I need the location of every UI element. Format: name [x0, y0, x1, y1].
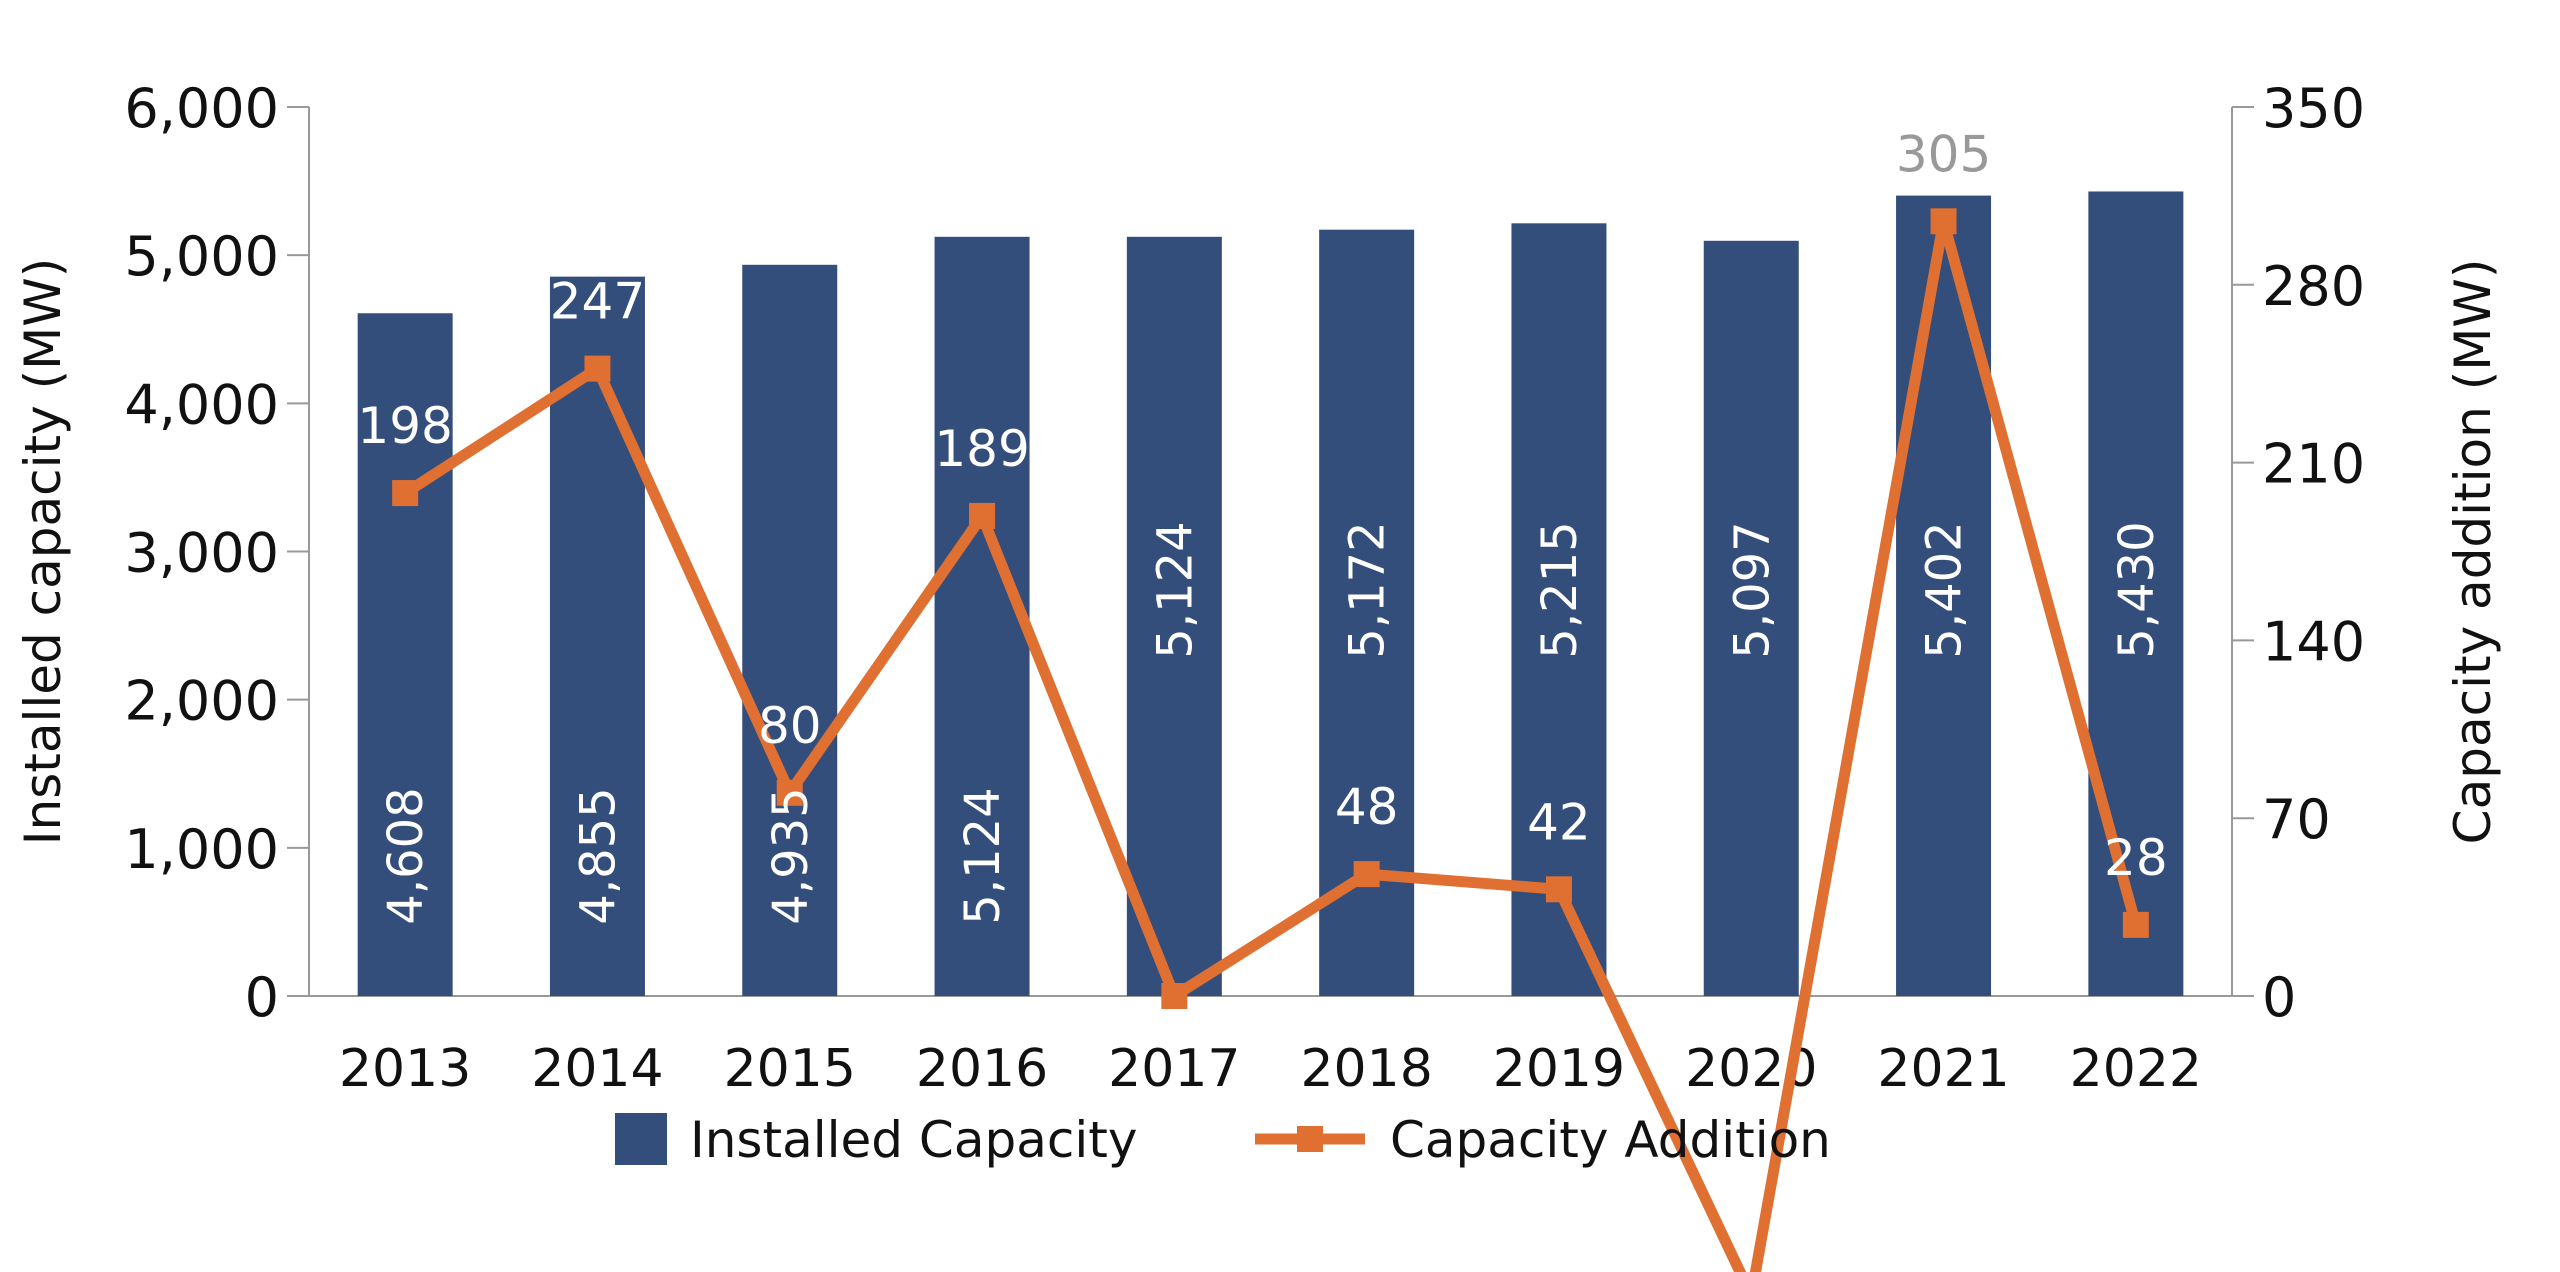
- bar-2013: [357, 313, 453, 996]
- x-tick-label: 2018: [1300, 1039, 1432, 1099]
- line-marker-2019: [1545, 876, 1572, 903]
- line-value-label: 198: [357, 397, 452, 455]
- line-value-label: 48: [1335, 778, 1399, 836]
- x-tick-label: 2014: [531, 1039, 663, 1099]
- line-marker-2013: [392, 480, 419, 507]
- line-marker-2015: [776, 779, 803, 806]
- bar-2019: [1511, 223, 1607, 996]
- right-tick-label: 210: [2262, 433, 2365, 496]
- bar-value-label: 5,402: [1917, 521, 1973, 658]
- line-value-label: 305: [1896, 125, 1991, 183]
- bar-value-label: 5,124: [955, 787, 1011, 924]
- legend-addition-label: Capacity Addition: [1390, 1111, 1831, 1169]
- x-tick-label: 2013: [339, 1039, 471, 1099]
- bar-2022: [2088, 191, 2184, 996]
- line-value-label: 42: [1527, 793, 1591, 851]
- left-tick-label: 6,000: [124, 77, 279, 140]
- bar-value-label: 4,855: [570, 787, 626, 924]
- bar-2015: [742, 264, 838, 996]
- x-tick-label: 2016: [916, 1039, 1048, 1099]
- x-tick-label: 2019: [1493, 1039, 1625, 1099]
- left-tick-label: 3,000: [124, 522, 279, 585]
- right-tick-label: 140: [2262, 610, 2365, 673]
- line-value-label: 247: [550, 273, 645, 331]
- capacity-addition-line: [402, 219, 2142, 1272]
- line-value-label: 28: [2104, 829, 2168, 887]
- left-axis-title: Installed capacity (MW): [14, 258, 72, 845]
- bar-value-label: 5,172: [1340, 521, 1396, 658]
- legend-addition-marker: [1297, 1126, 1323, 1152]
- bar-value-label: 4,608: [378, 787, 434, 924]
- bar-2017: [1126, 236, 1222, 996]
- line-marker-2017: [1161, 983, 1188, 1009]
- x-tick-label: 2022: [2070, 1039, 2202, 1099]
- right-tick-label: 280: [2262, 255, 2365, 318]
- right-axis-title: Capacity addition (MW): [2444, 259, 2502, 845]
- left-tick-label: 2,000: [124, 670, 279, 733]
- bar-value-label: 5,124: [1147, 521, 1203, 658]
- x-tick-label: 2015: [724, 1039, 856, 1099]
- legend-installed-swatch: [615, 1113, 667, 1165]
- legend-installed-label: Installed Capacity: [690, 1111, 1137, 1169]
- right-tick-label: 70: [2262, 788, 2331, 851]
- left-tick-label: 4,000: [124, 373, 279, 436]
- line-marker-2018: [1353, 861, 1380, 888]
- left-tick-label: 0: [245, 966, 279, 1029]
- left-tick-label: 5,000: [124, 225, 279, 288]
- line-value-label: 189: [934, 420, 1029, 478]
- bar-value-label: 4,935: [763, 787, 819, 924]
- bar-2020: [1703, 240, 1799, 996]
- line-marker-2014: [584, 355, 611, 382]
- x-tick-label: 2021: [1877, 1039, 2009, 1099]
- right-tick-label: 0: [2262, 966, 2296, 1029]
- right-tick-label: 350: [2262, 77, 2365, 140]
- bar-2014: [549, 276, 645, 996]
- line-marker-2022: [2122, 911, 2149, 938]
- line-marker-2021: [1930, 208, 1957, 235]
- x-tick-label: 2017: [1108, 1039, 1240, 1099]
- line-value-label: 80: [758, 697, 822, 755]
- bar-value-label: 5,430: [2109, 521, 2165, 658]
- line-marker-2016: [969, 502, 996, 529]
- bar-value-label: 5,215: [1532, 521, 1588, 658]
- bar-2016: [934, 236, 1030, 996]
- bar-value-label: 5,097: [1724, 521, 1780, 658]
- left-tick-label: 1,000: [124, 818, 279, 881]
